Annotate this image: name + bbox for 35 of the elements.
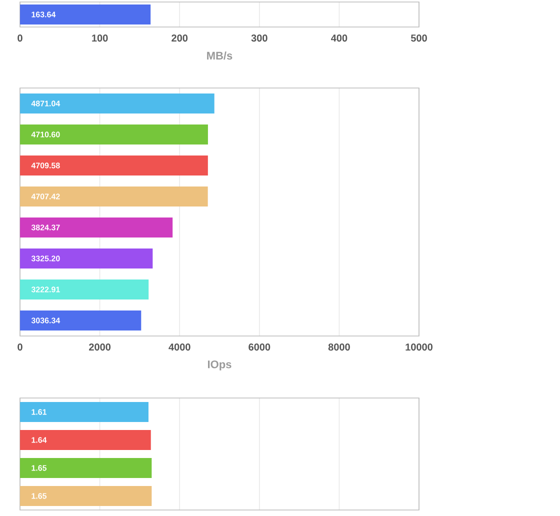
bar <box>20 124 208 144</box>
x-tick-label: 300 <box>251 34 268 42</box>
data-label: 4710.60 <box>31 132 60 138</box>
data-label: 3036.34 <box>31 318 60 324</box>
data-label: 3824.37 <box>31 224 60 230</box>
bar <box>20 280 149 300</box>
x-tick-label: 6000 <box>248 344 270 351</box>
data-label: 3325.20 <box>31 256 60 262</box>
bar <box>20 310 142 330</box>
x-tick-label: 100 <box>92 34 108 42</box>
bar <box>20 156 208 176</box>
data-label: 4871.04 <box>31 100 60 106</box>
x-tick-label: 400 <box>331 34 348 42</box>
x-tick-label: 4000 <box>168 344 190 351</box>
x-tick-label: 10000 <box>406 344 432 351</box>
data-label: 3222.91 <box>31 286 60 292</box>
bar <box>20 248 153 268</box>
data-label: 1.65 <box>32 493 47 499</box>
x-tick-label: 2000 <box>89 344 111 351</box>
bar <box>20 218 173 238</box>
bar <box>20 186 208 206</box>
data-label: 1.64 <box>32 437 47 443</box>
data-label: 1.65 <box>32 465 47 471</box>
data-label: 1.61 <box>32 409 47 415</box>
data-label: 4709.58 <box>31 162 60 168</box>
data-label: 4707.42 <box>31 194 60 200</box>
bar <box>20 94 214 114</box>
data-label: 163.64 <box>32 12 56 18</box>
x-tick-label: 8000 <box>328 344 350 351</box>
x-axis-title: IOps <box>208 360 232 370</box>
x-tick-label: 200 <box>172 34 188 42</box>
x-tick-label: 0 <box>18 344 22 351</box>
x-tick-label: 0 <box>18 34 22 42</box>
x-axis-title: MB/s <box>207 51 232 60</box>
x-tick-label: 500 <box>410 34 427 42</box>
